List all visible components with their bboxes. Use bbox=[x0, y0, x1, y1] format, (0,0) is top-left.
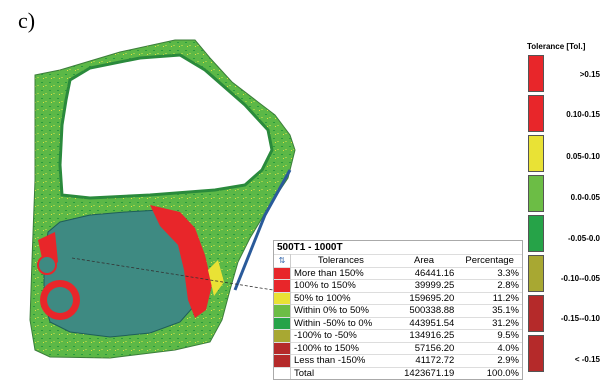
table-row: Less than -150% 41172.72 2.9% bbox=[274, 354, 522, 367]
row-swatch bbox=[274, 329, 291, 342]
table-row: 50% to 100% 159695.20 11.2% bbox=[274, 291, 522, 305]
scale-label: 0.10-0.15 bbox=[566, 110, 600, 119]
row-swatch bbox=[274, 279, 291, 292]
scale-swatch bbox=[528, 295, 544, 332]
scale-label: < -0.15 bbox=[574, 355, 600, 364]
table-total-row: Total 1423671.19 100.0% bbox=[274, 366, 522, 379]
row-swatch bbox=[274, 354, 291, 367]
figure-label: c) bbox=[18, 8, 36, 33]
sort-icon[interactable]: ⇅ bbox=[274, 254, 291, 267]
tolerance-stats-table: 500T1 - 1000T ⇅ Tolerances Area Percenta… bbox=[273, 240, 523, 380]
scale-swatch bbox=[528, 335, 544, 372]
header-percentage: Percentage bbox=[457, 254, 522, 267]
scale-label: >0.15 bbox=[579, 70, 600, 79]
row-swatch bbox=[274, 291, 291, 305]
scale-swatch bbox=[528, 215, 544, 252]
stats-title: 500T1 - 1000T bbox=[277, 242, 343, 253]
scale-swatch bbox=[528, 175, 544, 212]
header-tolerances: Tolerances bbox=[290, 254, 391, 267]
table-row: -100% to -50% 134916.25 9.5% bbox=[274, 329, 522, 342]
scale-title: Tolerance [Tol.] bbox=[527, 42, 586, 51]
scale-label: -0.10--0.05 bbox=[560, 274, 600, 283]
row-swatch bbox=[274, 316, 291, 330]
scale-swatch bbox=[528, 135, 544, 172]
deviation-red-zone bbox=[150, 205, 212, 318]
scale-label: -0.15--0.10 bbox=[560, 314, 600, 323]
table-row: 100% to 150% 39999.25 2.8% bbox=[274, 279, 522, 292]
door-edge-strip bbox=[233, 169, 292, 291]
circular-hole bbox=[37, 255, 57, 275]
scale-label: 0.0-0.05 bbox=[570, 193, 600, 202]
row-swatch bbox=[274, 266, 291, 280]
row-swatch bbox=[274, 304, 291, 317]
table-row: -100% to 150% 57156.20 4.0% bbox=[274, 341, 522, 355]
scale-swatch bbox=[528, 55, 544, 92]
window-opening bbox=[58, 53, 274, 200]
scale-label: -0.05-0.0 bbox=[567, 234, 600, 243]
leader-line bbox=[71, 257, 274, 291]
table-row: Within 0% to 50% 500338.88 35.1% bbox=[274, 304, 522, 317]
header-area: Area bbox=[390, 254, 458, 267]
table-row: Within -50% to 0% 443951.54 31.2% bbox=[274, 316, 522, 330]
row-swatch bbox=[274, 341, 291, 355]
circular-hole bbox=[47, 287, 73, 313]
scale-label: 0.05-0.10 bbox=[566, 152, 600, 161]
scale-swatch bbox=[528, 255, 544, 292]
table-row: More than 150% 46441.16 3.3% bbox=[274, 266, 522, 280]
deviation-red-zone bbox=[208, 260, 224, 296]
scale-swatch bbox=[528, 95, 544, 132]
